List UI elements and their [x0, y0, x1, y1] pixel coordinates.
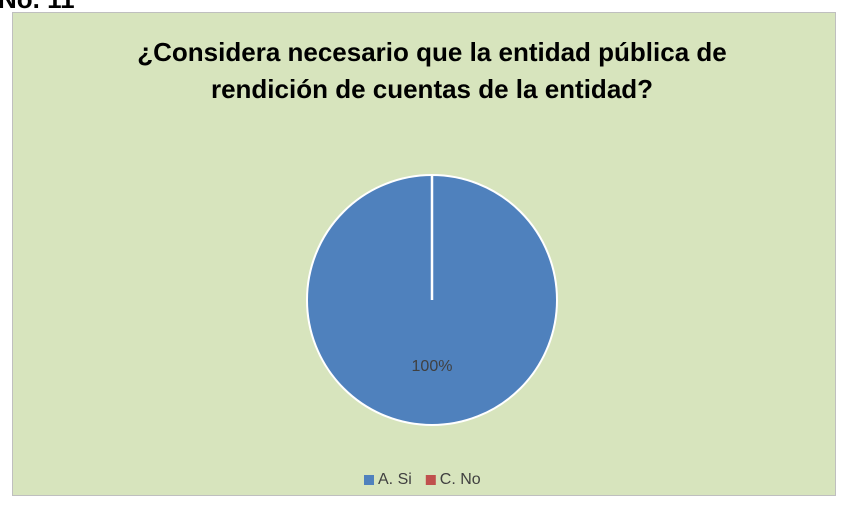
legend-swatch	[425, 475, 436, 485]
chart-title: ¿Considera necesario que la entidad públ…	[137, 37, 727, 104]
legend-label: A. Si	[378, 471, 412, 488]
caption: No. 11	[0, 0, 75, 15]
legend-swatch	[364, 475, 374, 485]
legend-label: C. No	[440, 471, 481, 488]
data-label: 100%	[412, 358, 453, 375]
